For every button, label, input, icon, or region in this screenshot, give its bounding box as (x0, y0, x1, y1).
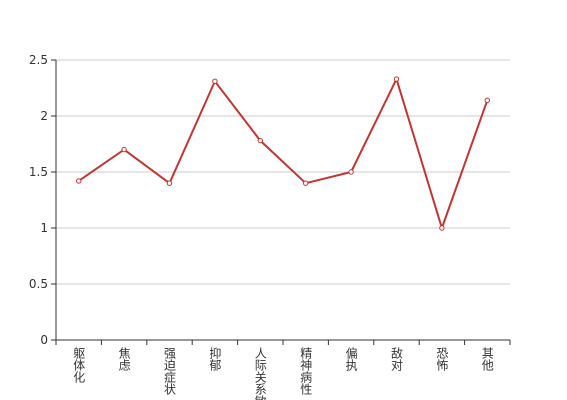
x-tick-label: 强迫症状 (163, 347, 177, 395)
point (212, 78, 218, 84)
x-tick-label: 抑郁 (208, 346, 222, 372)
x-tick-label: 敌对 (390, 346, 404, 371)
x-tick-label: 焦虑 (117, 347, 131, 371)
x-tick-label: 偏执 (344, 346, 358, 372)
point (303, 180, 309, 186)
point (484, 97, 490, 104)
y-tick-label: 0 (40, 333, 48, 347)
y-tick-label: 1.5 (29, 165, 48, 179)
x-tick-label: 精神病性 (299, 347, 313, 396)
line (78, 76, 489, 232)
x-tick-label: 恐怖 (435, 347, 449, 371)
point (121, 146, 127, 153)
y-tick-label: 0.5 (29, 277, 48, 291)
y-tick-label: 1 (40, 221, 48, 235)
point (393, 76, 400, 82)
point (348, 169, 354, 175)
point (166, 180, 173, 186)
point (439, 225, 445, 231)
x-tick-label: 其他 (480, 347, 494, 371)
x-tick-label: 人际关系敏感 (253, 347, 267, 400)
y-tick-label: 2 (40, 109, 48, 123)
y-tick-label: 2.5 (29, 53, 48, 67)
x-tick-label: 躯体化 (72, 346, 86, 384)
point (257, 137, 263, 144)
point (76, 178, 82, 184)
